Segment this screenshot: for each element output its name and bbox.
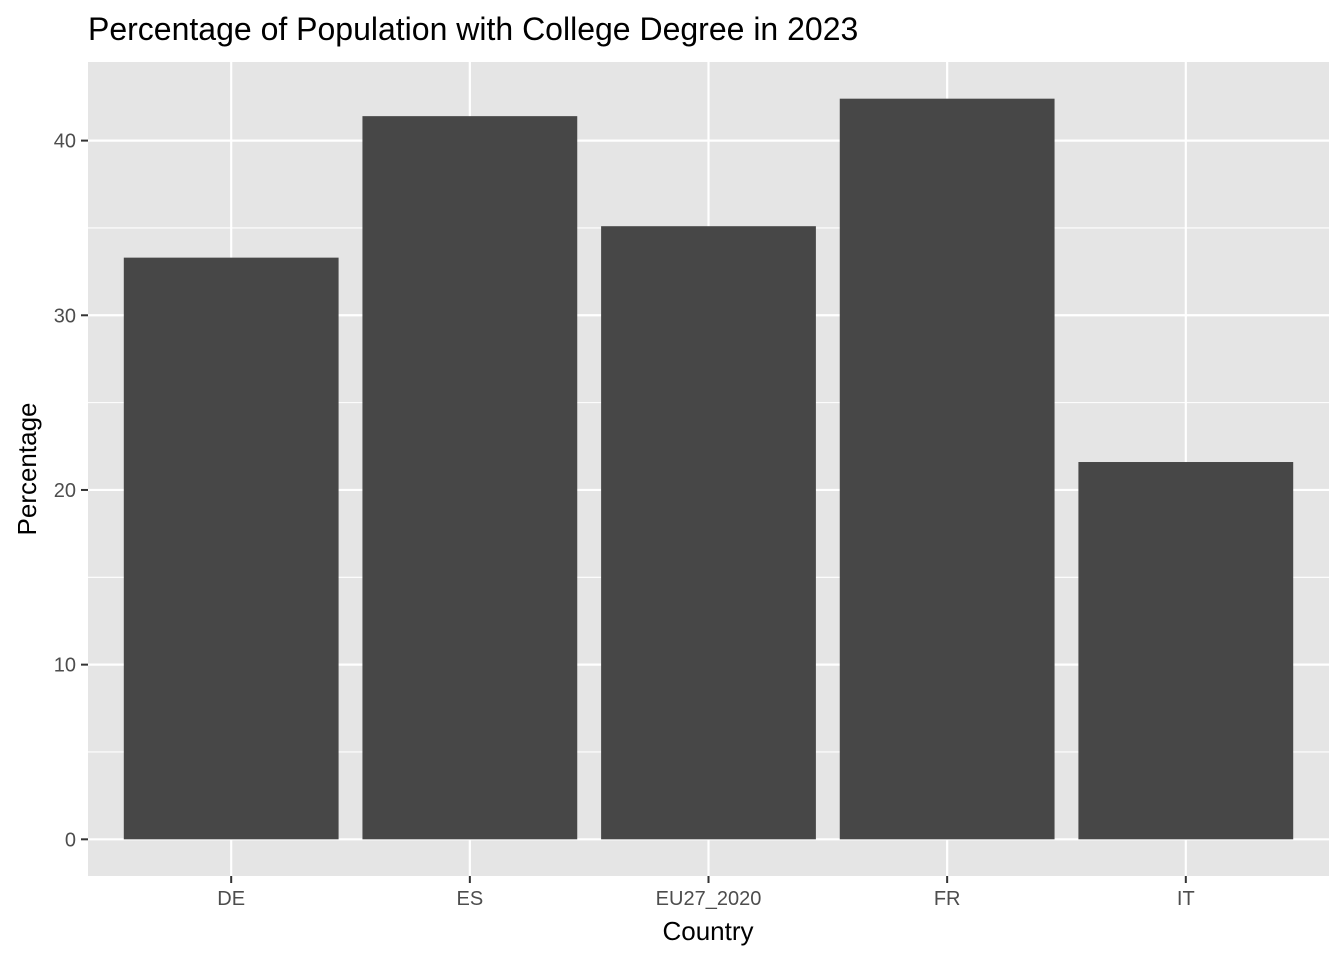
x-tick-label: EU27_2020 — [656, 888, 762, 910]
x-axis: DE ES EU27_2020 FR IT — [217, 876, 1195, 910]
x-tick-label: ES — [457, 888, 484, 910]
x-tick-label: IT — [1177, 888, 1195, 910]
x-axis-title: Country — [662, 916, 753, 946]
y-tick-label: 40 — [54, 131, 76, 153]
y-tick-label: 20 — [54, 480, 76, 502]
bar-IT — [1078, 462, 1294, 840]
y-axis-title: Percentage — [12, 403, 42, 536]
bar-EU27_2020 — [601, 226, 816, 840]
bar-DE — [123, 257, 339, 840]
y-axis: 0 10 20 30 40 — [54, 131, 88, 851]
chart-title: Percentage of Population with College De… — [88, 11, 858, 47]
bar-FR — [839, 98, 1055, 840]
bar-ES — [362, 116, 578, 840]
y-tick-label: 0 — [65, 829, 76, 851]
y-tick-label: 10 — [54, 655, 76, 677]
x-tick-label: DE — [217, 888, 245, 910]
bars — [123, 98, 1294, 840]
y-tick-label: 30 — [54, 305, 76, 327]
x-tick-label: FR — [934, 888, 961, 910]
